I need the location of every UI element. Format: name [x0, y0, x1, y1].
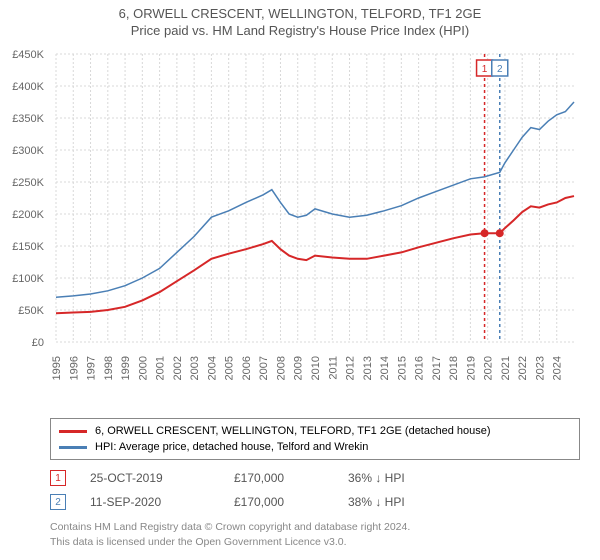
- sale-row: 2 11-SEP-2020 £170,000 38% ↓ HPI: [50, 490, 580, 514]
- svg-text:2019: 2019: [465, 356, 477, 380]
- svg-text:2008: 2008: [275, 356, 287, 380]
- svg-text:2001: 2001: [155, 356, 167, 380]
- svg-text:1: 1: [482, 64, 488, 75]
- sale-price: £170,000: [234, 471, 324, 485]
- svg-text:2021: 2021: [500, 356, 512, 380]
- footnote-line: This data is licensed under the Open Gov…: [50, 535, 410, 550]
- svg-text:2018: 2018: [448, 356, 460, 380]
- footnote-line: Contains HM Land Registry data © Crown c…: [50, 520, 410, 535]
- legend: 6, ORWELL CRESCENT, WELLINGTON, TELFORD,…: [50, 418, 580, 460]
- chart-subtitle: Price paid vs. HM Land Registry's House …: [0, 23, 600, 38]
- legend-swatch-1: [59, 430, 87, 433]
- svg-text:2004: 2004: [206, 356, 218, 380]
- legend-item: HPI: Average price, detached house, Telf…: [59, 439, 571, 455]
- svg-text:2017: 2017: [431, 356, 443, 380]
- sale-number-box: 2: [50, 494, 66, 510]
- svg-text:2: 2: [497, 64, 503, 75]
- svg-text:£400K: £400K: [12, 81, 44, 93]
- svg-text:2005: 2005: [224, 356, 236, 380]
- chart-svg: £0£50K£100K£150K£200K£250K£300K£350K£400…: [50, 48, 580, 398]
- chart-container: 6, ORWELL CRESCENT, WELLINGTON, TELFORD,…: [0, 0, 600, 560]
- svg-text:2003: 2003: [189, 356, 201, 380]
- svg-text:2024: 2024: [552, 356, 564, 380]
- svg-text:2016: 2016: [414, 356, 426, 380]
- legend-label: 6, ORWELL CRESCENT, WELLINGTON, TELFORD,…: [95, 425, 491, 437]
- svg-text:£200K: £200K: [12, 209, 44, 221]
- svg-text:£50K: £50K: [18, 305, 44, 317]
- svg-text:2020: 2020: [483, 356, 495, 380]
- svg-text:1996: 1996: [68, 356, 80, 380]
- sale-delta: 38% ↓ HPI: [348, 495, 468, 509]
- svg-text:2014: 2014: [379, 356, 391, 380]
- svg-text:2010: 2010: [310, 356, 322, 380]
- legend-item: 6, ORWELL CRESCENT, WELLINGTON, TELFORD,…: [59, 423, 571, 439]
- svg-text:1997: 1997: [86, 356, 98, 380]
- svg-text:£450K: £450K: [12, 49, 44, 61]
- svg-text:2013: 2013: [362, 356, 374, 380]
- svg-text:£150K: £150K: [12, 241, 44, 253]
- svg-text:1998: 1998: [103, 356, 115, 380]
- sale-row: 1 25-OCT-2019 £170,000 36% ↓ HPI: [50, 466, 580, 490]
- title-block: 6, ORWELL CRESCENT, WELLINGTON, TELFORD,…: [0, 0, 600, 38]
- svg-text:£300K: £300K: [12, 145, 44, 157]
- svg-text:1995: 1995: [51, 356, 63, 380]
- svg-text:2009: 2009: [293, 356, 305, 380]
- sale-date: 25-OCT-2019: [90, 471, 210, 485]
- legend-label: HPI: Average price, detached house, Telf…: [95, 441, 368, 453]
- legend-swatch-2: [59, 446, 87, 449]
- footnote: Contains HM Land Registry data © Crown c…: [50, 520, 410, 549]
- sale-price: £170,000: [234, 495, 324, 509]
- svg-text:2015: 2015: [396, 356, 408, 380]
- svg-text:£250K: £250K: [12, 177, 44, 189]
- chart-title: 6, ORWELL CRESCENT, WELLINGTON, TELFORD,…: [0, 6, 600, 21]
- svg-text:£0: £0: [32, 337, 44, 349]
- svg-text:2002: 2002: [172, 356, 184, 380]
- sale-delta: 36% ↓ HPI: [348, 471, 468, 485]
- svg-text:2000: 2000: [137, 356, 149, 380]
- sale-number-box: 1: [50, 470, 66, 486]
- svg-text:£100K: £100K: [12, 273, 44, 285]
- svg-text:2007: 2007: [258, 356, 270, 380]
- svg-text:2011: 2011: [327, 356, 339, 380]
- sales-table: 1 25-OCT-2019 £170,000 36% ↓ HPI 2 11-SE…: [50, 466, 580, 514]
- svg-text:2006: 2006: [241, 356, 253, 380]
- chart-area: £0£50K£100K£150K£200K£250K£300K£350K£400…: [50, 48, 580, 398]
- svg-text:1999: 1999: [120, 356, 132, 380]
- svg-text:£350K: £350K: [12, 113, 44, 125]
- sale-date: 11-SEP-2020: [90, 495, 210, 509]
- svg-text:2012: 2012: [345, 356, 357, 380]
- svg-text:2022: 2022: [517, 356, 529, 380]
- svg-text:2023: 2023: [534, 356, 546, 380]
